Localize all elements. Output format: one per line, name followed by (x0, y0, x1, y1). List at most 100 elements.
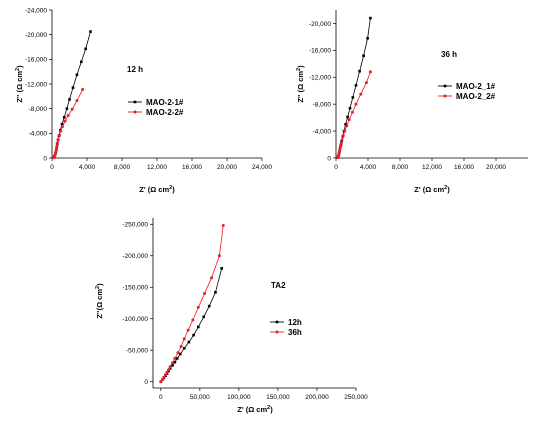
series-point-square (358, 69, 361, 73)
series-point-square (351, 96, 355, 99)
series-point-square (65, 107, 69, 110)
series-point-circle (160, 378, 164, 381)
series-point-circle (182, 337, 186, 341)
series-point-circle (163, 373, 167, 377)
series-point-square (369, 16, 372, 20)
x-tick-label: 8,000 (114, 164, 131, 171)
y-tick-label: -200,000 (122, 253, 148, 260)
series-point-square (71, 86, 75, 89)
series-point-square (220, 267, 224, 270)
series-point-circle (70, 107, 74, 111)
series-point-square (346, 115, 349, 119)
x-tick-label: 0 (334, 164, 338, 171)
series-point-circle (162, 375, 166, 379)
legend-entry-1: 12h (288, 318, 302, 327)
x-tick-label: 0 (50, 164, 54, 171)
series-point-square (202, 315, 206, 319)
series-point-circle (341, 134, 345, 138)
legend-swatch-marker (275, 330, 279, 334)
series-line-2 (337, 71, 371, 158)
legend-entry-2: MAO-2_2# (456, 92, 496, 101)
x-tick-label: 50,000 (190, 394, 210, 401)
series-point-circle (59, 129, 63, 133)
y-axis-label: Z'' (Ω cm2) (15, 65, 24, 103)
legend-entry-1: MAO-2_1# (456, 82, 496, 91)
y-tick-label: -50,000 (126, 348, 148, 355)
series-point-square (68, 98, 71, 101)
y-axis-label: Z''(Ω cm2) (95, 283, 104, 319)
series-point-circle (203, 292, 207, 296)
x-tick-label: 16,000 (454, 164, 474, 171)
y-tick-label: -8,000 (313, 101, 332, 108)
x-tick-label: 150,000 (266, 394, 290, 401)
series-point-circle (165, 370, 169, 374)
x-tick-label: 16,000 (182, 164, 202, 171)
x-tick-label: 12,000 (147, 164, 167, 171)
series-point-square (187, 340, 191, 344)
legend-swatch-marker (133, 110, 137, 114)
series-point-circle (345, 124, 349, 128)
y-tick-label: -20,000 (25, 32, 47, 39)
y-tick-label: -4,000 (29, 131, 48, 138)
series-point-circle (173, 356, 177, 360)
chart-panel-3: 0 50,000 100,000 150,000 200,000 250,000 0 -50,… (95, 218, 368, 414)
series-point-square (179, 352, 182, 356)
series-point-square (354, 84, 358, 87)
series-point-circle (196, 305, 200, 309)
series-point-circle (55, 141, 59, 145)
series-point-circle (176, 351, 180, 355)
series-point-circle (368, 70, 372, 74)
x-axis-label: Z' (Ω cm2) (139, 185, 175, 194)
legend-entry-2: MAO-2-2# (146, 108, 184, 117)
x-axis-label: Z' (Ω cm2) (237, 405, 273, 414)
x-tick-label: 20,000 (217, 164, 237, 171)
y-tick-label: -12,000 (25, 81, 47, 88)
series-point-circle (191, 318, 195, 322)
x-axis-label: Z' (Ω cm2) (414, 185, 450, 194)
panel-annotation: 12 h (127, 65, 143, 74)
series-point-square (207, 304, 211, 308)
x-tick-label: 24,000 (252, 164, 272, 171)
series-point-square (168, 367, 172, 370)
series-point-circle (56, 138, 60, 141)
series-point-square (62, 116, 66, 119)
chart-panel-1: 0 4,000 8,000 12,000 16,000 20,000 24,000 0 -4,0… (15, 7, 272, 194)
y-tick-label: -250,000 (122, 222, 148, 229)
series-point-square (196, 325, 200, 329)
x-tick-label: 4,000 (79, 164, 96, 171)
x-tick-label: 4,000 (360, 164, 377, 171)
series-line-2 (160, 225, 224, 382)
y-axis-label: Z'' (Ω cm2) (296, 65, 305, 103)
series-point-square (192, 333, 195, 337)
series-point-circle (359, 92, 363, 96)
y-tick-label: 0 (144, 379, 148, 386)
x-tick-label: 200,000 (305, 394, 329, 401)
series-point-circle (350, 110, 354, 114)
series-point-circle (338, 147, 342, 151)
series-point-circle (54, 147, 58, 151)
panel-annotation: TA2 (271, 281, 286, 290)
series-point-square (84, 47, 87, 51)
series-point-square (60, 122, 64, 126)
series-point-square (173, 360, 177, 364)
x-tick-label: 100,000 (227, 394, 251, 401)
series-point-circle (168, 365, 172, 369)
series-point-circle (66, 113, 70, 117)
series-point-square (89, 30, 92, 33)
series-point-circle (186, 328, 190, 332)
series-point-circle (354, 102, 358, 106)
series-point-circle (343, 129, 347, 133)
series-point-circle (81, 88, 85, 92)
series-point-square (344, 123, 347, 126)
panel-annotation: 36 h (441, 50, 457, 59)
series-point-circle (54, 149, 58, 153)
x-tick-label: 12,000 (422, 164, 442, 171)
x-tick-label: 250,000 (344, 394, 368, 401)
series-point-square (348, 106, 352, 110)
legend-swatch-marker (443, 94, 447, 98)
series-point-circle (340, 138, 344, 142)
legend-swatch-marker (275, 320, 279, 324)
series-point-circle (339, 142, 343, 146)
series-point-circle (55, 144, 59, 148)
